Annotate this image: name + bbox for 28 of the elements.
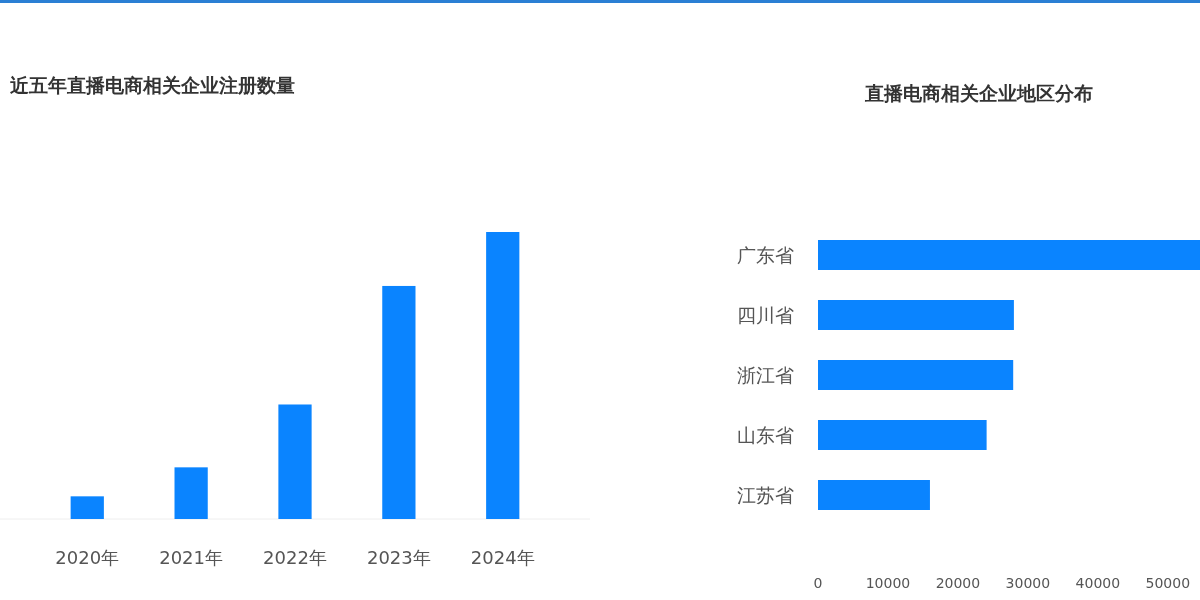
bar xyxy=(278,404,312,519)
x-tick-label: 40000 xyxy=(1075,575,1121,591)
bar xyxy=(486,232,520,519)
y-tick-label: 江苏省 xyxy=(737,484,794,506)
chart-title: 近五年直播电商相关企业注册数量 xyxy=(9,74,295,96)
y-tick-label: 广东省 xyxy=(737,244,794,266)
y-tick-label: 山东省 xyxy=(737,424,794,446)
chart-title: 直播电商相关企业地区分布 xyxy=(864,82,1093,104)
x-tick-label: 2020年 xyxy=(55,547,120,568)
bar xyxy=(818,300,1014,330)
bar xyxy=(70,496,104,519)
x-tick-label: 10000 xyxy=(865,575,911,591)
bar xyxy=(818,360,1014,390)
bar xyxy=(382,285,416,519)
x-tick-label: 2022年 xyxy=(263,547,327,568)
x-tick-label: 0 xyxy=(813,575,823,591)
x-tick-label: 30000 xyxy=(1005,575,1051,591)
bar xyxy=(818,420,987,450)
bar xyxy=(818,480,930,510)
y-tick-label: 四川省 xyxy=(737,304,794,326)
x-tick-label: 2023年 xyxy=(366,547,431,568)
bar xyxy=(174,467,208,519)
y-tick-label: 浙江省 xyxy=(737,364,794,386)
x-tick-label: 20000 xyxy=(935,575,981,591)
x-tick-label: 2024年 xyxy=(470,547,535,568)
x-tick-label: 2021年 xyxy=(159,547,224,568)
x-tick-label: 50000 xyxy=(1145,575,1191,591)
bar xyxy=(818,240,1200,270)
